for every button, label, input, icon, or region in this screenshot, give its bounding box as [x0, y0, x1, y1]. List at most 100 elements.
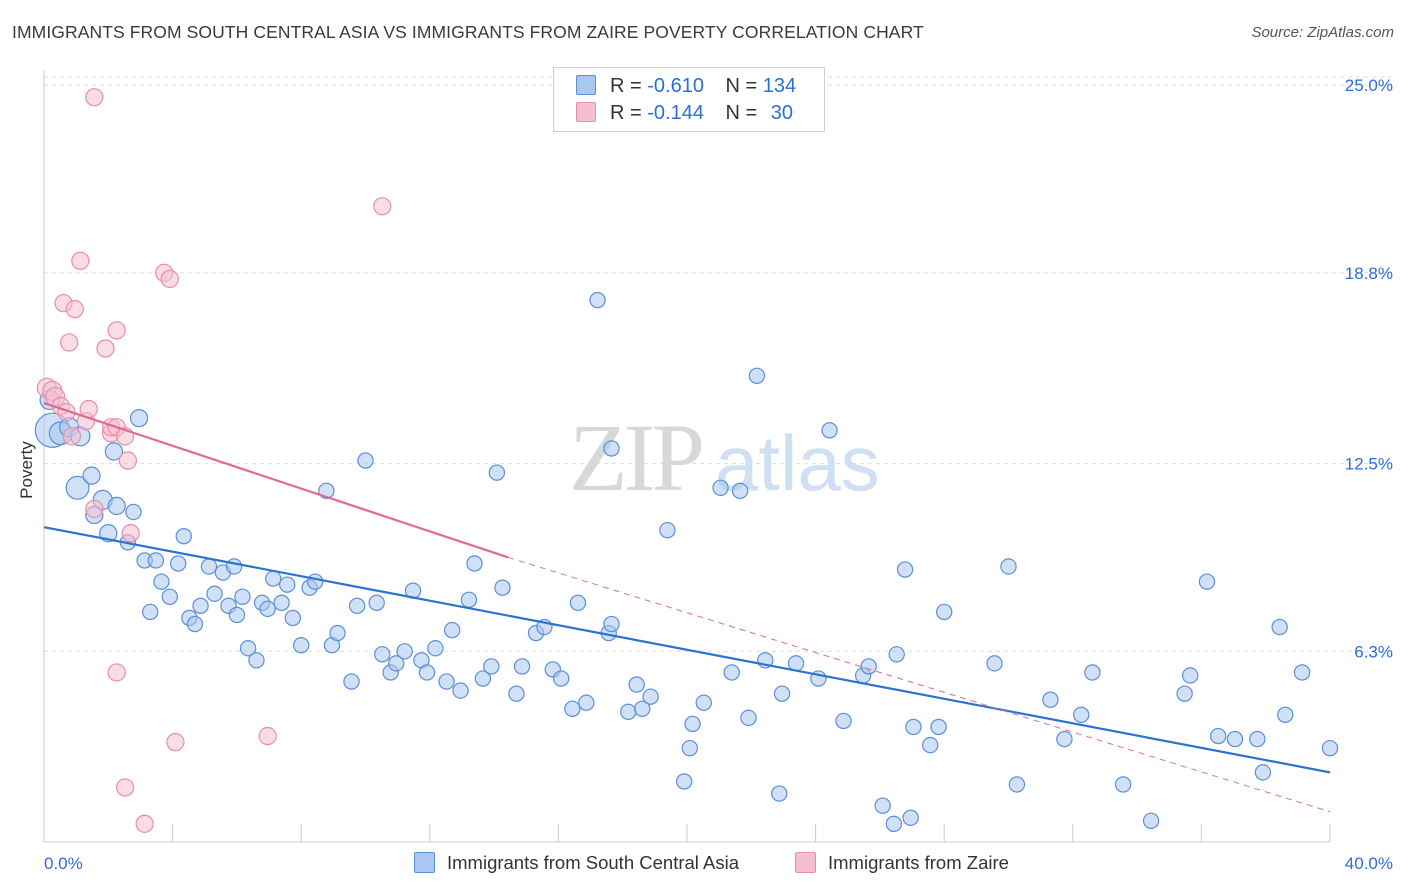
- trend-lines: [43, 401, 1331, 813]
- data-point: [135, 814, 154, 833]
- data-point: [427, 640, 444, 657]
- data-point: [396, 643, 413, 660]
- data-point: [82, 466, 101, 485]
- data-point: [684, 715, 701, 733]
- stats-row-south-central-asia: R = -0.610 N = 134: [576, 75, 796, 99]
- data-point: [85, 88, 104, 107]
- data-point: [659, 521, 676, 539]
- data-point: [460, 591, 478, 609]
- data-point: [248, 652, 265, 669]
- data-point: [357, 452, 374, 469]
- data-point: [1000, 558, 1017, 575]
- data-point: [905, 718, 922, 736]
- y-tick-label: 18.8%: [1345, 264, 1393, 283]
- data-point: [121, 524, 140, 543]
- data-point: [107, 663, 126, 682]
- data-point: [821, 422, 838, 439]
- data-point: [147, 552, 165, 569]
- data-point: [1209, 727, 1227, 745]
- trend-line-zaire: [43, 401, 509, 559]
- data-point: [175, 528, 192, 545]
- data-point: [206, 585, 223, 602]
- data-point: [438, 673, 455, 690]
- data-point: [564, 700, 581, 717]
- data-point: [234, 588, 251, 605]
- data-point: [569, 594, 587, 612]
- data-point: [200, 558, 218, 575]
- data-point: [466, 555, 483, 572]
- legend-item-south-central-asia: Immigrants from South Central Asia: [414, 852, 739, 874]
- legend-item-zaire: Immigrants from Zaire: [795, 852, 1009, 874]
- y-tick-label: 6.3%: [1354, 642, 1393, 661]
- data-point: [85, 499, 104, 519]
- data-point: [771, 785, 788, 802]
- data-point: [589, 291, 606, 309]
- trend-line-south-central-asia: [43, 526, 1331, 774]
- trend-line-zaire-extended: [508, 556, 1331, 813]
- data-point: [1271, 618, 1288, 636]
- data-point: [418, 664, 436, 681]
- data-point: [284, 609, 302, 627]
- data-point: [773, 685, 791, 702]
- data-point: [474, 670, 492, 687]
- data-point: [265, 570, 282, 587]
- data-point: [896, 561, 914, 578]
- data-point: [552, 670, 570, 687]
- data-point: [986, 655, 1003, 672]
- data-point: [603, 440, 620, 457]
- legend-swatch-pink: [795, 852, 816, 873]
- data-point: [930, 718, 947, 736]
- data-point: [488, 464, 506, 481]
- data-point: [62, 427, 82, 446]
- data-point: [723, 664, 740, 681]
- data-point: [153, 573, 170, 590]
- data-point: [642, 688, 659, 705]
- swatch-pink: [576, 102, 596, 122]
- data-point: [273, 594, 290, 612]
- data-point: [936, 603, 953, 621]
- data-point: [1277, 706, 1294, 724]
- data-point: [1254, 764, 1272, 781]
- data-point: [902, 809, 919, 826]
- data-point: [1293, 664, 1311, 681]
- data-point: [374, 646, 391, 663]
- data-point: [161, 588, 179, 605]
- data-point: [225, 558, 243, 575]
- r-value-pink: -0.144: [647, 102, 704, 124]
- data-point: [65, 300, 84, 319]
- data-point: [483, 658, 500, 675]
- data-point: [306, 573, 324, 590]
- data-point: [65, 475, 90, 500]
- data-point: [443, 621, 461, 639]
- y-tick-label: 25.0%: [1345, 76, 1393, 95]
- x-tick-label: 40.0%: [1345, 854, 1393, 873]
- stats-legend: R = -0.610 N = 134 R = -0.144 N = 30: [553, 67, 825, 132]
- data-point: [118, 451, 138, 470]
- series-legend: Immigrants from South Central Asia Immig…: [0, 852, 1406, 878]
- data-point: [60, 333, 79, 352]
- data-point: [104, 442, 124, 461]
- data-point: [634, 700, 651, 717]
- r-value-blue: -0.610: [647, 75, 704, 97]
- data-point: [129, 409, 149, 428]
- data-point: [508, 685, 525, 702]
- data-point: [1042, 691, 1059, 708]
- data-point: [279, 576, 296, 593]
- data-point: [740, 709, 757, 727]
- data-point: [1182, 667, 1199, 684]
- data-point: [885, 815, 903, 833]
- data-point: [107, 496, 126, 516]
- data-point: [57, 402, 76, 422]
- data-point: [1072, 706, 1090, 724]
- data-point: [258, 726, 277, 746]
- data-point: [578, 694, 595, 711]
- data-point: [681, 739, 698, 757]
- data-point: [96, 339, 115, 358]
- data-point: [1226, 730, 1244, 748]
- data-point: [71, 251, 90, 270]
- n-value-blue: 134: [762, 75, 797, 97]
- data-point: [860, 658, 877, 675]
- data-point: [628, 676, 645, 693]
- data-point: [1321, 739, 1339, 757]
